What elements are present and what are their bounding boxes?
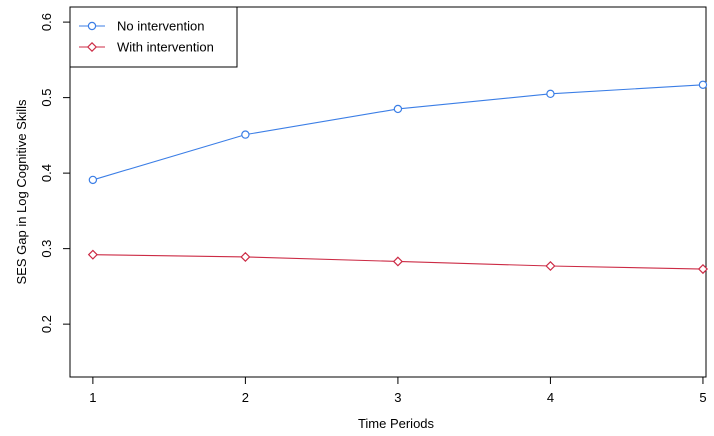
y-tick-label: 0.4	[39, 164, 54, 182]
x-tick-label: 1	[89, 390, 96, 405]
y-axis-title: SES Gap in Log Cognitive Skills	[14, 99, 29, 284]
data-point-no-intervention	[393, 104, 403, 114]
x-tick-label: 2	[242, 390, 249, 405]
legend-label-with-intervention: With intervention	[117, 40, 214, 55]
legend-marker-no-intervention	[87, 21, 97, 31]
legend-label-no-intervention: No intervention	[117, 19, 204, 34]
plot-area-frame	[69, 6, 707, 378]
legend-box	[69, 6, 238, 68]
y-tick-label: 0.6	[39, 13, 54, 31]
axis-ticks: 1 2 3 4 5 0.2 0.3 0.4 0.5 0.6	[39, 13, 707, 405]
x-tick-label: 4	[547, 390, 554, 405]
legend-marker-with-intervention	[86, 41, 98, 53]
data-point-no-intervention	[698, 80, 708, 89]
data-point-with-intervention	[697, 263, 708, 275]
data-point-with-intervention	[240, 251, 251, 262]
legend: No intervention With intervention	[69, 6, 238, 68]
data-point-with-intervention	[392, 256, 403, 267]
x-tick-label: 5	[699, 390, 706, 405]
series-no-intervention	[88, 80, 708, 185]
x-tick-label: 3	[394, 390, 401, 405]
x-axis-title: Time Periods	[358, 416, 435, 431]
series-line-no-intervention	[92, 84, 703, 181]
y-tick-label: 0.2	[39, 315, 54, 333]
series-with-intervention	[87, 249, 708, 275]
series-layer	[87, 80, 708, 275]
y-tick-label: 0.3	[39, 240, 54, 258]
data-point-no-intervention	[88, 175, 98, 185]
data-point-with-intervention	[545, 260, 556, 272]
data-point-no-intervention	[546, 89, 555, 99]
data-point-no-intervention	[241, 130, 250, 139]
y-tick-label: 0.5	[39, 89, 54, 107]
data-point-with-intervention	[87, 249, 98, 260]
